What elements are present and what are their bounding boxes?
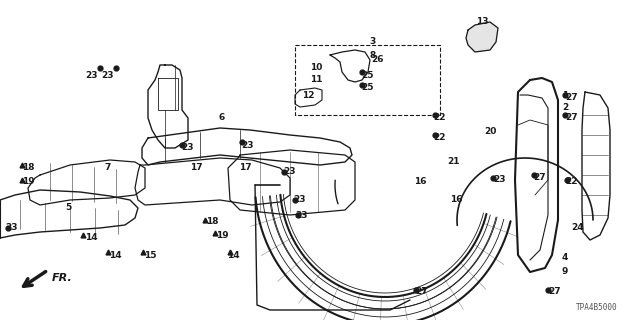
Text: 25: 25 [362, 84, 374, 92]
Text: TPA4B5000: TPA4B5000 [577, 303, 618, 312]
Text: 17: 17 [189, 164, 202, 172]
Text: 13: 13 [476, 18, 488, 27]
Text: 27: 27 [566, 114, 579, 123]
Text: 7: 7 [105, 164, 111, 172]
Text: 23: 23 [102, 70, 115, 79]
Text: 23: 23 [294, 196, 307, 204]
Text: 6: 6 [219, 114, 225, 123]
Text: 16: 16 [413, 178, 426, 187]
Text: 11: 11 [310, 76, 323, 84]
Text: 18: 18 [205, 218, 218, 227]
Text: 14: 14 [227, 251, 239, 260]
Text: 17: 17 [239, 164, 252, 172]
Text: 21: 21 [447, 157, 460, 166]
Text: 27: 27 [416, 287, 428, 297]
Text: 23: 23 [6, 223, 19, 233]
Polygon shape [466, 22, 498, 52]
Text: 27: 27 [566, 93, 579, 102]
Text: 24: 24 [572, 223, 584, 233]
Text: 23: 23 [284, 167, 296, 177]
Text: 20: 20 [484, 127, 496, 137]
Text: 14: 14 [84, 234, 97, 243]
Text: 4: 4 [562, 253, 568, 262]
Text: 27: 27 [548, 287, 561, 297]
Text: 19: 19 [216, 230, 228, 239]
Text: 23: 23 [493, 175, 506, 185]
Text: 23: 23 [86, 70, 99, 79]
Text: 26: 26 [372, 55, 384, 65]
Text: 8: 8 [370, 51, 376, 60]
Text: 22: 22 [434, 133, 446, 142]
Text: 22: 22 [566, 178, 579, 187]
Text: 25: 25 [362, 70, 374, 79]
Text: 27: 27 [534, 173, 547, 182]
Text: 2: 2 [562, 103, 568, 113]
Text: 1: 1 [562, 91, 568, 100]
Text: 15: 15 [144, 251, 156, 260]
Text: 14: 14 [109, 251, 122, 260]
Text: 19: 19 [22, 178, 35, 187]
Text: 16: 16 [450, 196, 462, 204]
Text: 12: 12 [301, 91, 314, 100]
Text: 5: 5 [65, 204, 71, 212]
Text: FR.: FR. [52, 273, 73, 283]
Text: 18: 18 [22, 164, 35, 172]
Text: 23: 23 [242, 140, 254, 149]
Text: 23: 23 [182, 143, 195, 153]
Text: 23: 23 [296, 211, 308, 220]
Text: 22: 22 [434, 114, 446, 123]
Text: 9: 9 [562, 268, 568, 276]
Text: 3: 3 [370, 37, 376, 46]
Text: 10: 10 [310, 63, 322, 73]
